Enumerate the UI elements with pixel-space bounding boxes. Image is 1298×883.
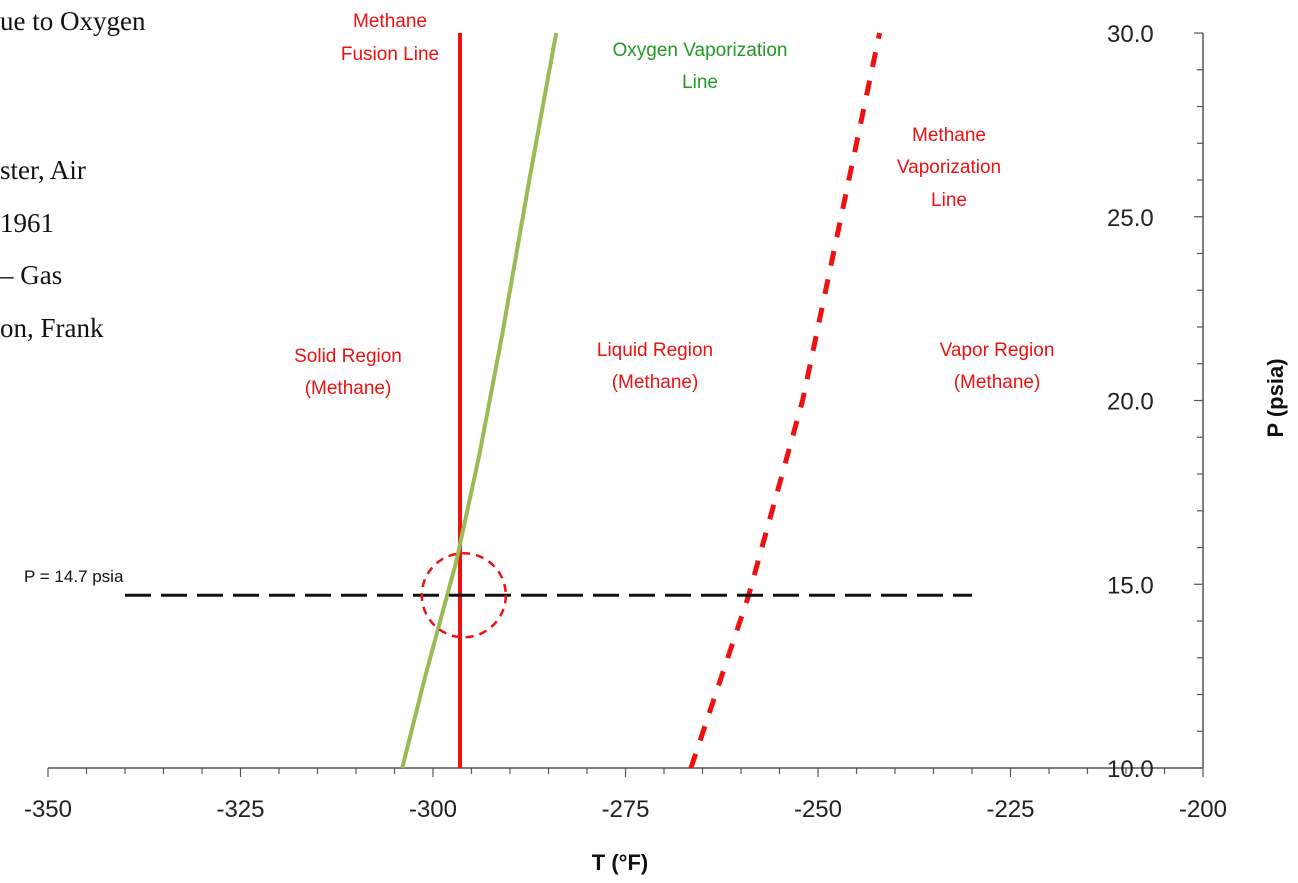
- y-axis-title: P (psia): [1263, 358, 1288, 437]
- background-text-line: on, Frank: [0, 313, 104, 343]
- series-layer: [125, 32, 972, 769]
- x-tick-label: -325: [216, 796, 264, 823]
- liquid-region-label-line1: Liquid Region: [597, 340, 713, 361]
- x-tick-label: -200: [1179, 796, 1227, 823]
- pressure-line-label: P = 14.7 psia: [24, 567, 124, 586]
- oxygen-vaporization-label-line1: Oxygen Vaporization: [613, 40, 788, 61]
- x-tick-label: -225: [986, 796, 1034, 823]
- x-tick-label: -250: [794, 796, 842, 823]
- background-text-line: – Gas: [0, 260, 63, 290]
- annotations: Methane Fusion Line Oxygen Vaporization …: [24, 11, 1054, 586]
- x-axis-title: T (°F): [592, 850, 648, 875]
- methane-vaporization-label-line1: Methane: [912, 125, 986, 146]
- methane-fusion-label-line1: Methane: [353, 11, 427, 32]
- methane-fusion-label-line2: Fusion Line: [341, 44, 439, 65]
- y-tick-label: 10.0: [1107, 756, 1154, 783]
- methane-vaporization-line: [688, 32, 883, 769]
- x-tick-label: -275: [601, 796, 649, 823]
- background-text-line: ster, Air: [0, 155, 86, 185]
- x-tick-label: -350: [24, 796, 72, 823]
- methane-vaporization-label-line2: Vaporization: [897, 157, 1001, 178]
- oxygen-vaporization-line: [400, 32, 559, 769]
- liquid-region-label-line2: (Methane): [612, 372, 699, 393]
- intersection-highlight-circle: [420, 552, 508, 639]
- solid-region-label-line1: Solid Region: [294, 346, 402, 367]
- y-tick-label: 15.0: [1107, 572, 1154, 599]
- y-tick-label: 20.0: [1107, 389, 1154, 416]
- methane-vaporization-label-line3: Line: [931, 190, 967, 211]
- axes: -350 -325 -300 -275 -250 -225 -200 10.0 15.0 20.0…: [24, 21, 1227, 823]
- background-text-line: ue to Oxygen: [0, 6, 146, 36]
- background-text-line: 1961: [0, 208, 54, 238]
- vapor-region-label-line2: (Methane): [954, 372, 1041, 393]
- vapor-region-label-line1: Vapor Region: [940, 340, 1055, 361]
- solid-region-label-line2: (Methane): [305, 378, 392, 399]
- y-tick-label: 25.0: [1107, 205, 1154, 232]
- x-tick-label: -300: [409, 796, 457, 823]
- y-tick-label: 30.0: [1107, 21, 1154, 48]
- oxygen-vaporization-label-line2: Line: [682, 72, 718, 93]
